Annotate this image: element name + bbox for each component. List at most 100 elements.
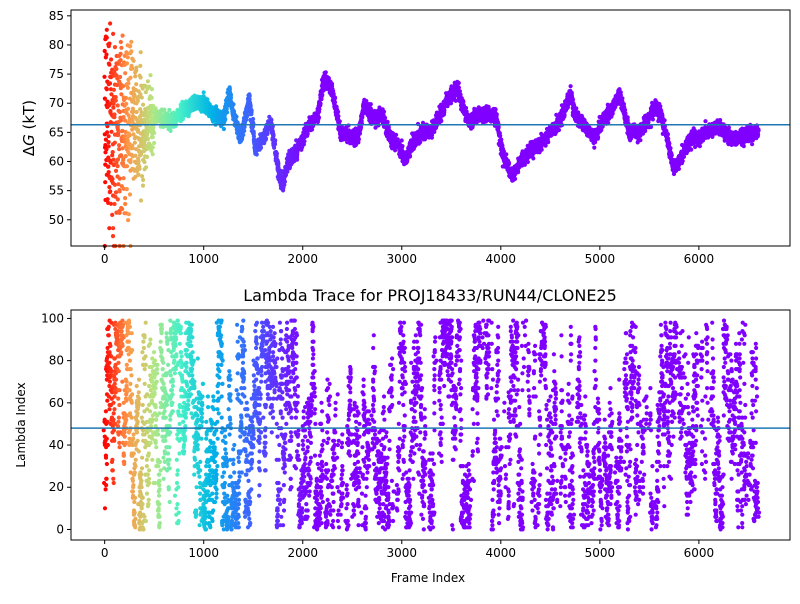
dg-point xyxy=(500,143,505,148)
dg-point xyxy=(539,147,544,152)
dg-point xyxy=(105,197,110,202)
dg-point xyxy=(316,117,321,122)
dg-point xyxy=(124,164,130,169)
dg-point xyxy=(109,92,114,97)
dg-point xyxy=(110,150,115,155)
dg-point xyxy=(386,125,391,130)
dg-point xyxy=(134,82,139,87)
dg-point xyxy=(117,189,122,194)
dg-point xyxy=(595,136,601,141)
dg-point xyxy=(128,160,133,165)
dg-point xyxy=(136,172,141,177)
dg-point xyxy=(104,27,109,32)
dg-point xyxy=(152,130,157,135)
dg-point xyxy=(119,153,124,158)
dg-point xyxy=(145,79,150,84)
dg-point xyxy=(141,102,146,107)
dg-point xyxy=(565,105,571,110)
dg-point xyxy=(108,201,114,206)
dg-point xyxy=(125,85,130,90)
dg-point xyxy=(302,139,307,144)
dg-point xyxy=(113,98,118,103)
dg-point xyxy=(111,31,116,36)
dg-point xyxy=(119,45,124,50)
dg-point xyxy=(149,148,154,153)
dg-point xyxy=(112,112,117,117)
dg-point xyxy=(137,164,142,170)
dg-point xyxy=(123,154,128,159)
dg-point xyxy=(130,66,135,71)
dg-point xyxy=(127,96,132,101)
dg-point xyxy=(105,164,111,169)
dg-point xyxy=(570,97,575,102)
dg-point xyxy=(456,80,461,86)
dg-point xyxy=(120,33,125,38)
dg-point xyxy=(140,183,146,188)
dg-point xyxy=(117,176,122,181)
dg-point xyxy=(152,140,157,146)
dg-point xyxy=(132,93,137,99)
dg-point xyxy=(131,58,136,63)
dg-point xyxy=(103,180,108,185)
dg-point xyxy=(133,153,138,158)
dg-point xyxy=(116,130,121,135)
dg-point xyxy=(442,108,447,113)
dg-point xyxy=(399,138,404,143)
dg-point xyxy=(592,145,597,150)
dg-point xyxy=(150,152,155,157)
dg-point xyxy=(102,48,107,54)
dg-point xyxy=(223,117,228,122)
dg-point xyxy=(121,115,126,120)
dg-point xyxy=(272,138,277,143)
dg-point xyxy=(167,107,172,112)
dg-point xyxy=(318,101,323,106)
dg-point xyxy=(113,95,118,100)
dg-point xyxy=(546,140,551,145)
dg-point xyxy=(149,95,154,100)
dg-point xyxy=(138,152,143,157)
dg-point xyxy=(110,153,115,158)
dg-point xyxy=(117,143,122,148)
dg-point xyxy=(106,144,111,149)
dg-point xyxy=(130,146,135,151)
dg-point xyxy=(104,35,109,40)
dg-point xyxy=(126,212,131,217)
dg-point xyxy=(150,135,155,140)
dg-point xyxy=(131,109,136,115)
dg-point xyxy=(214,104,219,109)
dg-point xyxy=(108,21,113,26)
dg-point xyxy=(109,57,114,62)
dg-point xyxy=(124,61,130,66)
dg-point xyxy=(244,117,249,122)
dg-point xyxy=(251,130,256,135)
dg-point xyxy=(249,110,254,115)
dg-point xyxy=(102,74,107,79)
dg-point xyxy=(320,92,325,97)
dg-point xyxy=(113,190,119,195)
dg-point xyxy=(145,136,150,142)
dg-point xyxy=(120,146,125,151)
dg-point xyxy=(104,147,109,152)
dg-point xyxy=(358,126,363,131)
dg-point xyxy=(123,71,128,76)
dg-point xyxy=(241,132,246,137)
dg-point xyxy=(221,126,226,132)
dg-point xyxy=(265,131,270,137)
dg-points xyxy=(102,21,761,249)
dg-point xyxy=(142,159,147,165)
dg-point xyxy=(132,140,137,145)
dg-point xyxy=(305,131,310,136)
dg-point xyxy=(498,133,503,138)
dg-point xyxy=(112,45,118,50)
dg-point xyxy=(125,55,130,60)
dg-point xyxy=(107,41,112,46)
dg-point xyxy=(114,160,119,165)
dg-point xyxy=(186,114,191,119)
dg-point xyxy=(329,81,335,86)
dg-point xyxy=(162,107,167,112)
dg-point xyxy=(117,210,122,215)
dg-point xyxy=(102,96,107,101)
dg-point xyxy=(121,158,126,163)
dg-point xyxy=(227,87,232,92)
